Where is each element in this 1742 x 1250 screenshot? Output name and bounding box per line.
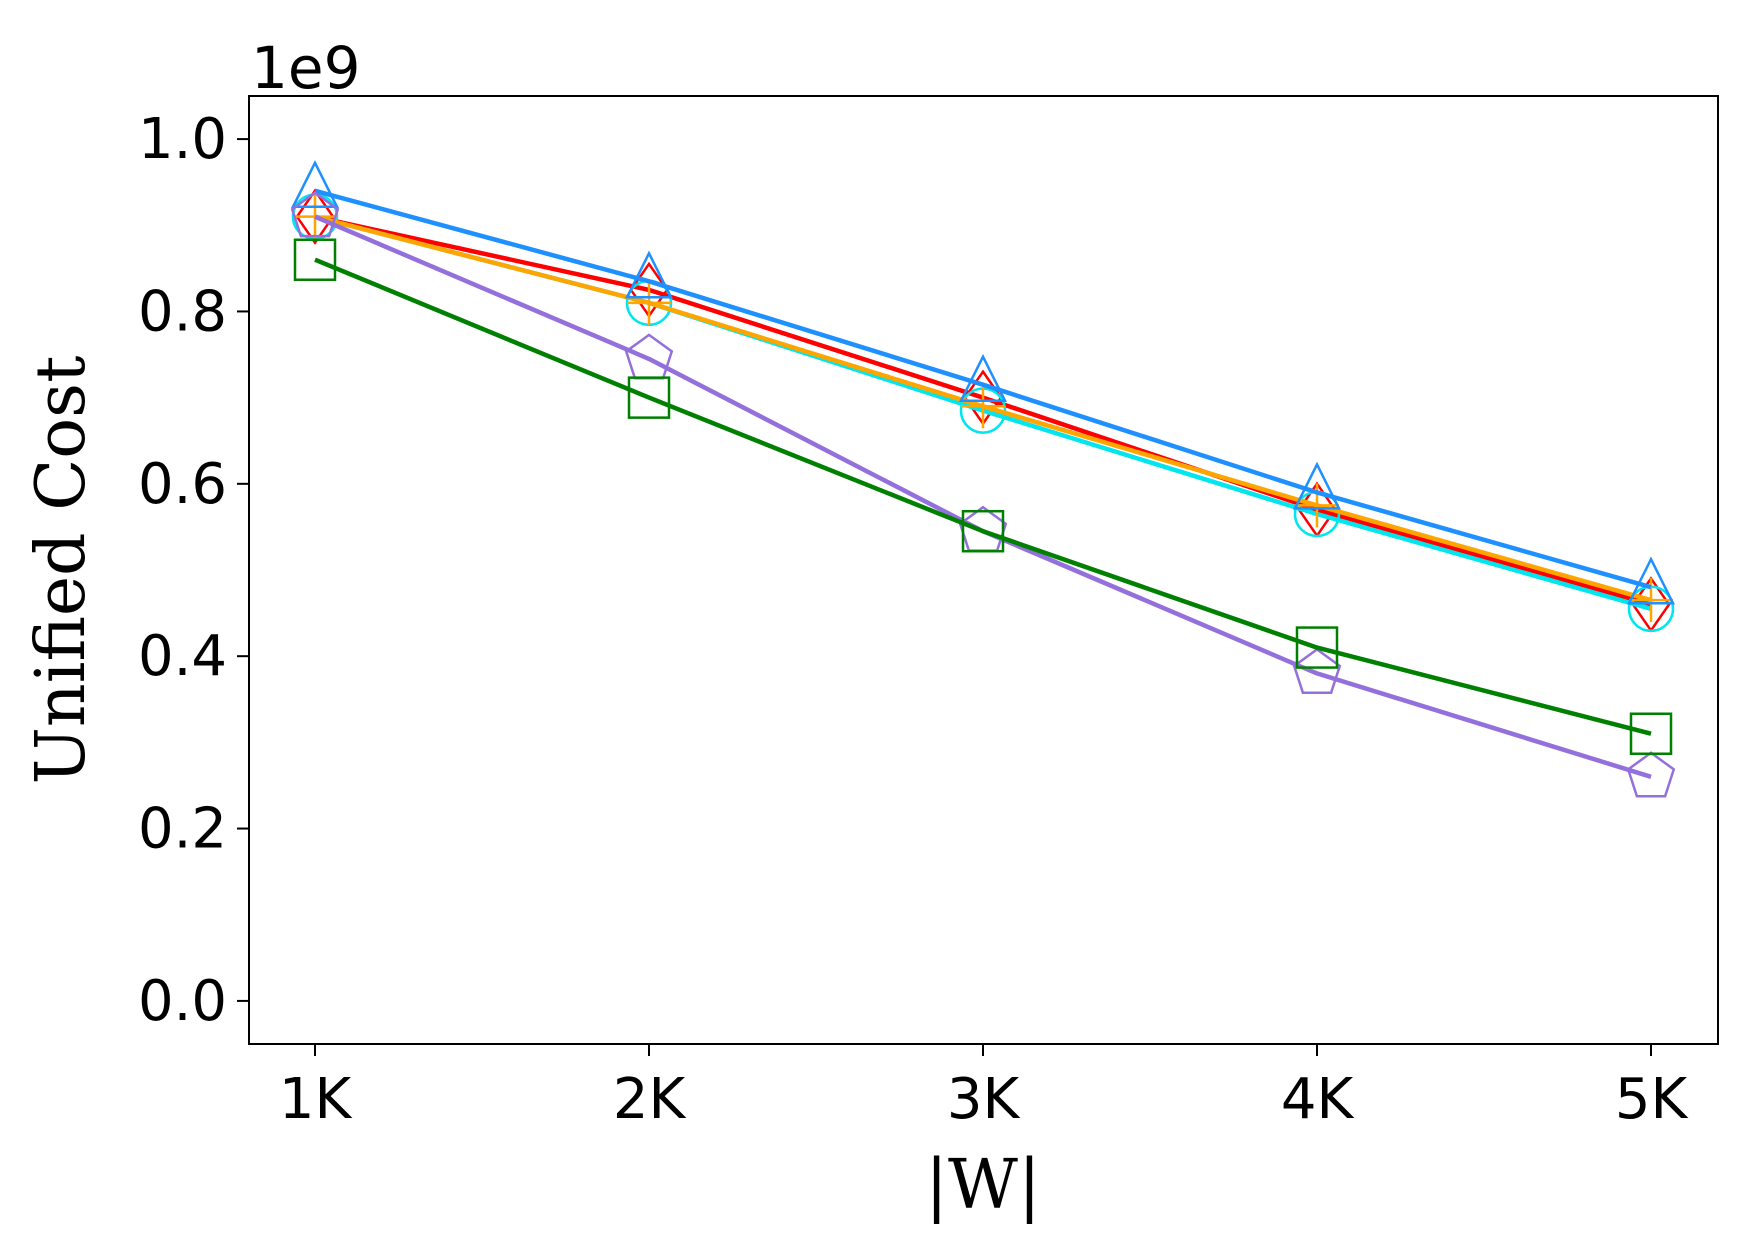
plot-area <box>248 95 1719 1045</box>
y-tick-label: 0.8 <box>138 279 227 344</box>
y-tick-label: 0.4 <box>138 624 227 689</box>
square-marker <box>627 376 671 419</box>
x-tick-label: 5K <box>1615 1067 1689 1132</box>
x-axis-label: |W| <box>925 1146 1041 1225</box>
x-tick-label: 3K <box>947 1067 1021 1132</box>
series-line <box>314 188 1652 590</box>
square-marker <box>961 509 1005 553</box>
series-square <box>293 238 1673 755</box>
x-tick-label: 4K <box>1281 1067 1355 1132</box>
x-tick-label: 1K <box>279 1067 353 1132</box>
triangle-marker <box>290 160 340 209</box>
series-triangle <box>290 160 1676 605</box>
square-marker <box>293 238 337 281</box>
y-tick-label: 0.2 <box>138 797 227 862</box>
square-marker <box>1629 712 1673 755</box>
triangle-marker <box>958 353 1008 402</box>
y-axis-label: Unified Cost <box>22 356 101 785</box>
triangle-marker <box>624 250 674 299</box>
y-multiplier-label: 1e9 <box>251 34 361 102</box>
x-tick-label: 2K <box>613 1067 687 1132</box>
pentagon-marker <box>1626 751 1676 798</box>
y-axis: 0.0 0.2 0.4 0.6 0.8 1.0 <box>138 107 249 1034</box>
series-layer <box>290 160 1676 798</box>
x-axis: 1K 2K 3K 4K 5K <box>279 1044 1689 1132</box>
square-marker <box>1295 626 1339 669</box>
y-tick-label: 0.0 <box>138 969 227 1034</box>
series-line <box>314 257 1652 736</box>
triangle-marker <box>1626 556 1676 605</box>
series-plus <box>293 194 1673 623</box>
triangle-marker <box>1292 461 1342 510</box>
y-tick-label: 1.0 <box>138 107 227 172</box>
pentagon-marker <box>290 191 340 238</box>
y-tick-label: 0.6 <box>138 452 227 517</box>
